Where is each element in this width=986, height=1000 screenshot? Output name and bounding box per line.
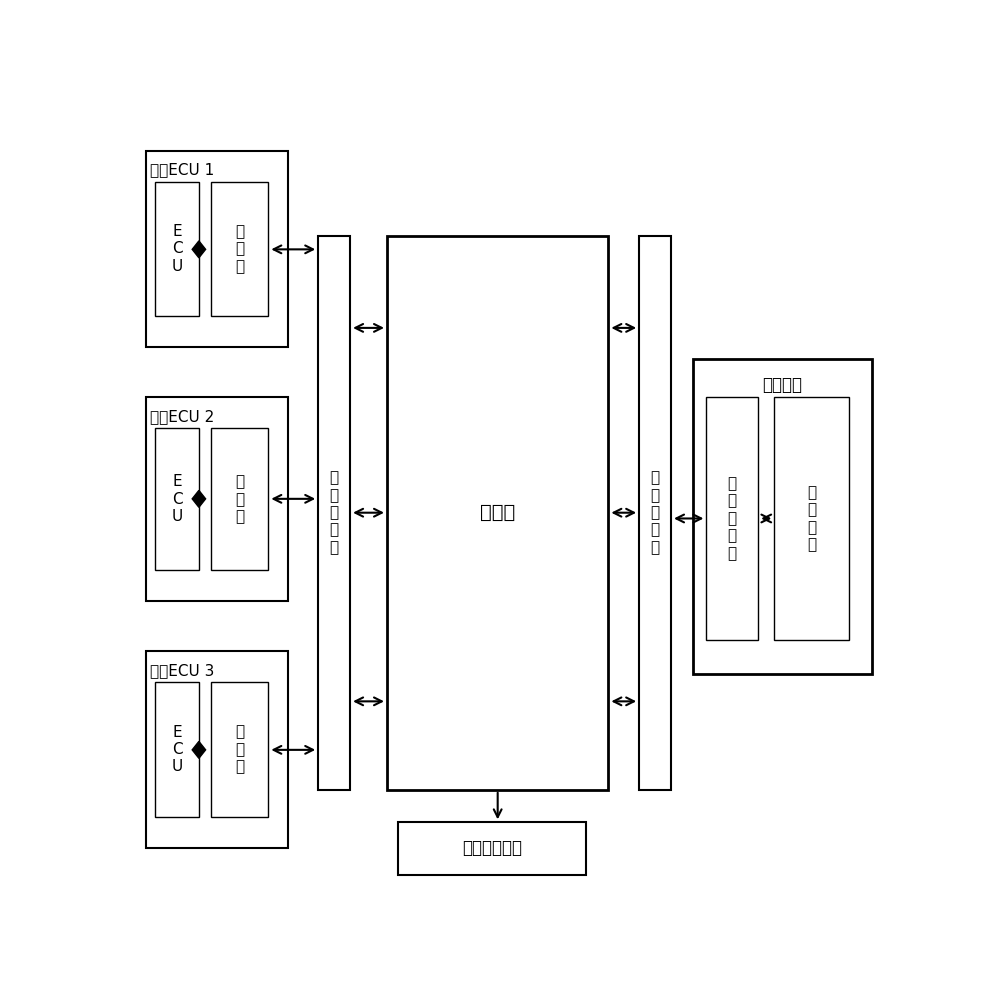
Text: 连
接
器: 连 接 器 — [236, 725, 245, 774]
Bar — [398, 822, 586, 875]
Bar — [774, 397, 849, 640]
Bar — [639, 235, 671, 790]
Bar — [318, 235, 350, 790]
Bar — [692, 359, 872, 674]
Text: E
C
U: E C U — [172, 474, 182, 524]
Bar — [156, 182, 199, 316]
Text: 前
端
控
制
器: 前 端 控 制 器 — [329, 470, 339, 555]
Bar — [211, 428, 268, 570]
Bar — [211, 682, 268, 817]
Text: E
C
U: E C U — [172, 725, 182, 774]
Polygon shape — [192, 241, 206, 258]
Text: 实验台架: 实验台架 — [762, 376, 803, 394]
Text: 连
接
器: 连 接 器 — [236, 224, 245, 274]
Polygon shape — [192, 490, 206, 507]
Text: 后
端
连
接
器: 后 端 连 接 器 — [651, 470, 660, 555]
Text: 台
架
连
接
器: 台 架 连 接 器 — [728, 476, 737, 561]
Text: 被测ECU 1: 被测ECU 1 — [150, 162, 214, 177]
Bar — [706, 397, 758, 640]
Bar — [156, 682, 199, 817]
Text: 被测ECU 3: 被测ECU 3 — [150, 663, 214, 678]
Bar — [156, 428, 199, 570]
Bar — [387, 235, 608, 790]
Text: 测试管理平台: 测试管理平台 — [462, 839, 522, 857]
Text: 被测ECU 2: 被测ECU 2 — [150, 409, 214, 424]
Text: 本装置: 本装置 — [480, 503, 516, 522]
Bar — [146, 151, 288, 347]
Text: 实
验
台
架: 实 验 台 架 — [808, 485, 816, 552]
Bar — [211, 182, 268, 316]
Polygon shape — [192, 741, 206, 758]
Bar — [146, 651, 288, 848]
Text: E
C
U: E C U — [172, 224, 182, 274]
Text: 连
接
器: 连 接 器 — [236, 474, 245, 524]
Bar — [146, 397, 288, 601]
